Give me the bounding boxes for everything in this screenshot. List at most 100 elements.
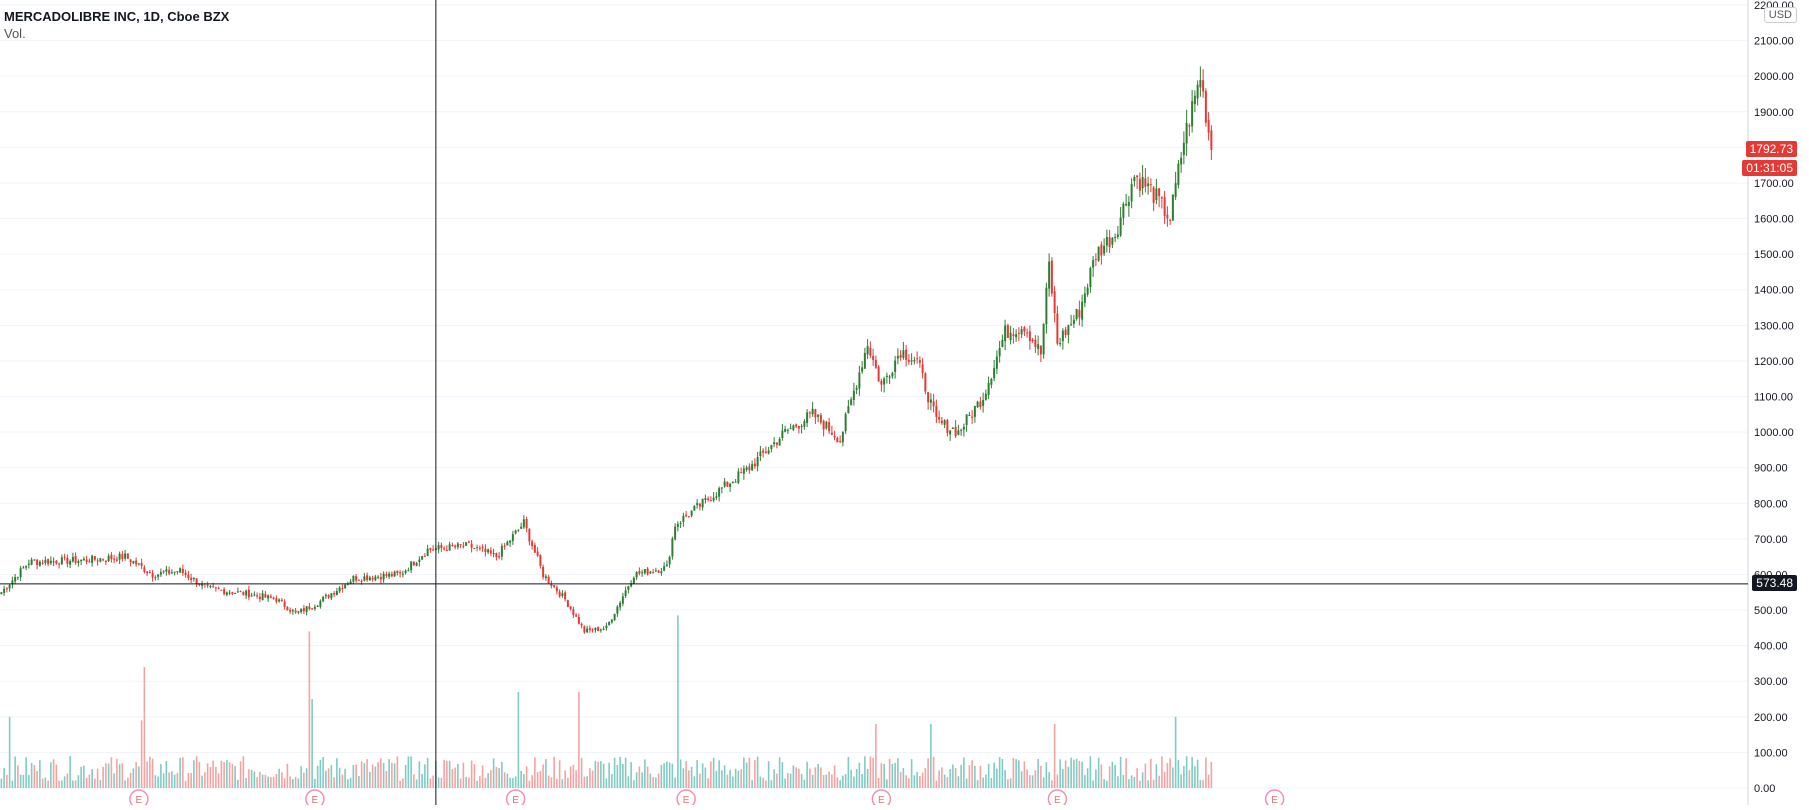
candle-body xyxy=(349,581,352,585)
candle-body xyxy=(806,412,809,424)
volume-bar xyxy=(349,777,352,788)
volume-bar xyxy=(138,766,140,788)
candle-body xyxy=(443,548,446,550)
candle-body xyxy=(690,510,693,516)
candle-body xyxy=(132,561,135,564)
candle-body xyxy=(1169,219,1172,221)
volume-bar xyxy=(102,766,104,788)
candle-body xyxy=(968,415,971,417)
candle-body xyxy=(1163,197,1166,216)
candle-body xyxy=(979,401,982,408)
candle-body xyxy=(1100,244,1103,256)
candle-body xyxy=(448,544,451,551)
candle-body xyxy=(437,545,440,550)
volume-bar xyxy=(457,764,459,788)
volume-bar xyxy=(712,757,715,788)
y-tick-label: 100.00 xyxy=(1754,747,1788,759)
candle-body xyxy=(797,426,800,429)
candle-body xyxy=(272,597,275,600)
volume-bar xyxy=(234,766,236,788)
candle-body xyxy=(910,360,913,362)
volume-bar xyxy=(116,758,118,788)
candle-body xyxy=(52,561,55,563)
candle-body xyxy=(522,519,525,528)
candle-body xyxy=(660,571,663,574)
volume-bar xyxy=(985,774,987,788)
candle-body xyxy=(762,450,765,453)
candle-body xyxy=(228,592,231,594)
candle-body xyxy=(135,560,138,565)
volume-bar xyxy=(355,764,357,788)
volume-bar xyxy=(25,757,27,788)
candle-body xyxy=(1015,334,1018,338)
candle-body xyxy=(0,592,3,595)
volume-bar xyxy=(905,775,907,788)
volume-bar xyxy=(512,777,514,788)
candle-body xyxy=(564,592,567,600)
candle-body xyxy=(91,555,94,563)
volume-bar xyxy=(388,759,390,788)
candle-body xyxy=(720,487,723,489)
volume-bar xyxy=(58,780,60,788)
candle-body xyxy=(154,577,157,579)
candle-body xyxy=(118,553,121,560)
volume-bar xyxy=(806,761,808,788)
volume-bar xyxy=(996,768,998,788)
volume-bar xyxy=(404,765,407,788)
volume-bar xyxy=(487,773,489,788)
volume-bar xyxy=(132,768,135,788)
volume-bar xyxy=(723,765,726,788)
volume-bar xyxy=(784,778,786,788)
currency-button[interactable]: USD xyxy=(1763,7,1797,23)
candle-body xyxy=(247,589,250,598)
candle-body xyxy=(509,540,512,543)
volume-bar xyxy=(462,762,465,788)
candle-body xyxy=(1166,214,1169,219)
candle-body xyxy=(641,572,644,574)
volume-bar xyxy=(589,768,591,788)
candle-body xyxy=(638,570,641,574)
volume-bar xyxy=(946,777,949,788)
candle-body xyxy=(1067,325,1070,335)
volume-bar xyxy=(407,756,410,788)
candle-body xyxy=(330,593,333,599)
volume-legend-label[interactable]: Vol. xyxy=(4,26,26,41)
symbol-title[interactable]: MERCADOLIBRE INC, 1D, Cboe BZX xyxy=(4,9,230,24)
volume-bar xyxy=(545,759,547,788)
volume-bar xyxy=(72,780,74,788)
candle-body xyxy=(1196,84,1199,99)
volume-bar xyxy=(743,757,745,788)
candle-body xyxy=(982,399,985,406)
volume-bar xyxy=(919,775,921,788)
volume-bar xyxy=(391,762,393,788)
candle-body xyxy=(778,438,781,446)
candle-body xyxy=(236,591,239,593)
candle-body xyxy=(71,556,74,562)
candle-body xyxy=(1026,332,1029,334)
candle-body xyxy=(850,399,853,406)
candle-body xyxy=(1108,237,1111,248)
volume-bar xyxy=(154,775,157,788)
candle-body xyxy=(687,516,690,518)
volume-bar xyxy=(330,765,333,788)
candle-body xyxy=(998,347,1001,357)
volume-bar xyxy=(385,771,388,788)
volume-bar xyxy=(3,767,5,788)
volume-bar xyxy=(1158,775,1160,788)
volume-bar xyxy=(1152,779,1155,788)
candle-body xyxy=(558,591,561,597)
volume-bar xyxy=(627,776,630,788)
volume-bar xyxy=(825,774,828,788)
candle-body xyxy=(547,576,550,584)
volume-bar xyxy=(80,766,82,788)
candle-body xyxy=(657,570,660,573)
candle-body xyxy=(1144,178,1147,187)
candle-body xyxy=(33,559,36,561)
volume-bar xyxy=(641,772,643,788)
volume-bar xyxy=(751,780,753,788)
volume-bar xyxy=(1095,769,1097,788)
candle-body xyxy=(421,556,424,560)
volume-bar xyxy=(11,780,14,788)
